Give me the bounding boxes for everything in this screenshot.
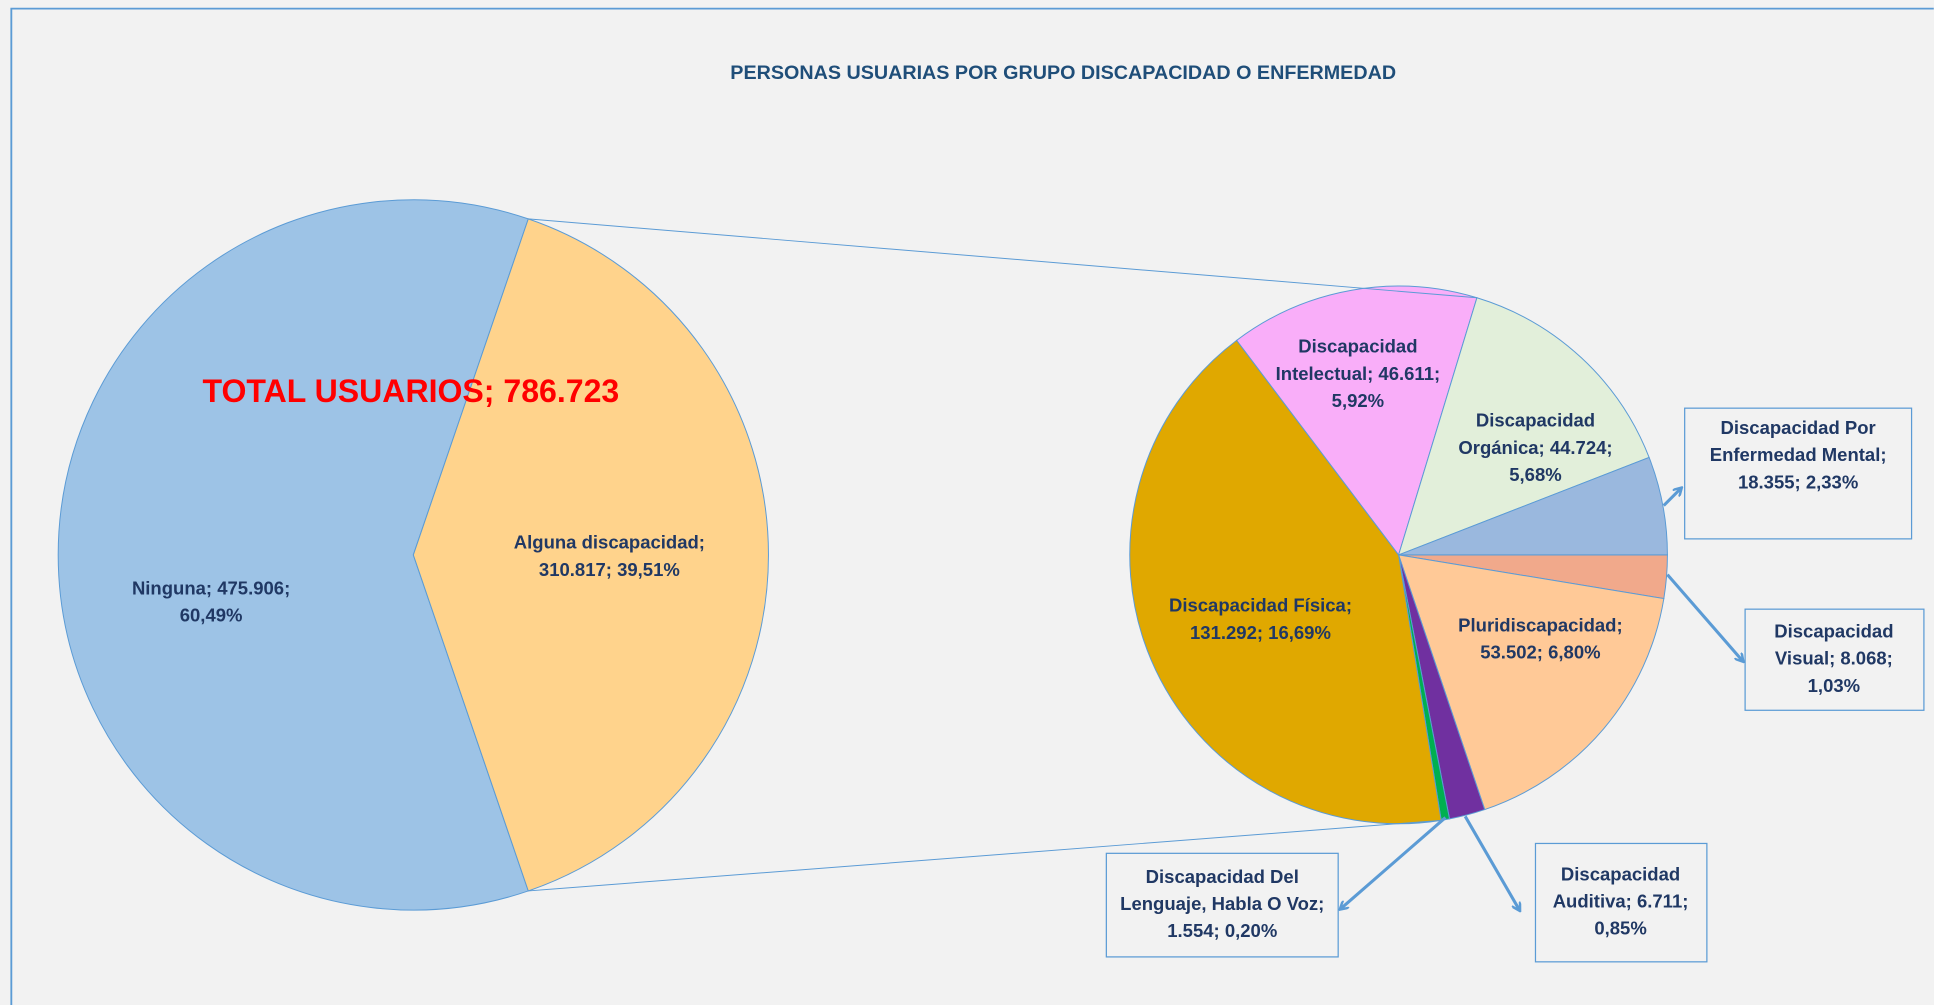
label-arrow <box>1463 815 1519 910</box>
data-label-wrap: Discapacidad Intelectual; 46.611; 5,92% <box>1275 336 1441 412</box>
pie-slice <box>1235 285 1478 556</box>
data-label-wrap: Discapacidad Auditiva; 6.711; 0,85% <box>1552 864 1689 940</box>
label-box <box>1684 407 1913 540</box>
data-label: Discapacidad Por Enfermedad Mental; 18.3… <box>1709 418 1887 494</box>
chart-title: PERSONAS USUARIAS POR GRUPO DISCAPACIDAD… <box>730 62 1396 84</box>
label-arrow <box>1341 816 1447 909</box>
connector-line <box>528 218 1477 299</box>
pie-slice <box>412 218 769 892</box>
data-label: Discapacidad Auditiva; 6.711; 0,85% <box>1552 864 1689 940</box>
data-label: Discapacidad Del Lenguaje, Habla O Voz; … <box>1120 866 1325 943</box>
data-label-wrap: Alguna discapacidad; 310.817; 39,51% <box>513 532 705 581</box>
data-label: Discapacidad Orgánica; 44.724; 5,68% <box>1458 410 1613 486</box>
label-box <box>1105 852 1339 958</box>
data-label: Alguna discapacidad; 310.817; 39,51% <box>513 532 705 581</box>
pie-slice <box>1397 297 1650 556</box>
data-label-wrap: Discapacidad Visual; 8.068; 1,03% <box>1774 621 1894 697</box>
total-annotation: TOTAL USUARIOS; 786.723 <box>202 373 619 409</box>
data-label-wrap: Pluridiscapacidad; 53.502; 6,80% <box>1458 615 1623 664</box>
data-label: Discapacidad Intelectual; 46.611; 5,92% <box>1275 336 1441 412</box>
pie-slice <box>57 199 529 911</box>
label-box <box>1744 608 1925 711</box>
pie-slice <box>1397 554 1665 811</box>
label-arrow <box>1662 488 1681 507</box>
data-label-wrap: Discapacidad Por Enfermedad Mental; 18.3… <box>1709 418 1887 494</box>
data-label: Ninguna; 475.906; 60,49% <box>131 578 291 627</box>
connector-line <box>528 819 1442 892</box>
data-label-wrap: Discapacidad Orgánica; 44.724; 5,68% <box>1458 410 1613 486</box>
chart-border <box>10 7 1934 1005</box>
label-arrow <box>1666 573 1742 661</box>
data-label: Discapacidad Física; 131.292; 16,69% <box>1168 595 1352 644</box>
data-label-wrap: Ninguna; 475.906; 60,49% <box>131 578 291 627</box>
data-label: Discapacidad Visual; 8.068; 1,03% <box>1774 621 1894 697</box>
label-box <box>1534 842 1708 963</box>
data-label-wrap: Discapacidad Física; 131.292; 16,69% <box>1168 595 1352 644</box>
pie-slice <box>1129 339 1442 825</box>
data-label: Pluridiscapacidad; 53.502; 6,80% <box>1458 615 1623 664</box>
pie-slice <box>1398 456 1668 556</box>
data-label-wrap: Discapacidad Del Lenguaje, Habla O Voz; … <box>1120 866 1325 943</box>
